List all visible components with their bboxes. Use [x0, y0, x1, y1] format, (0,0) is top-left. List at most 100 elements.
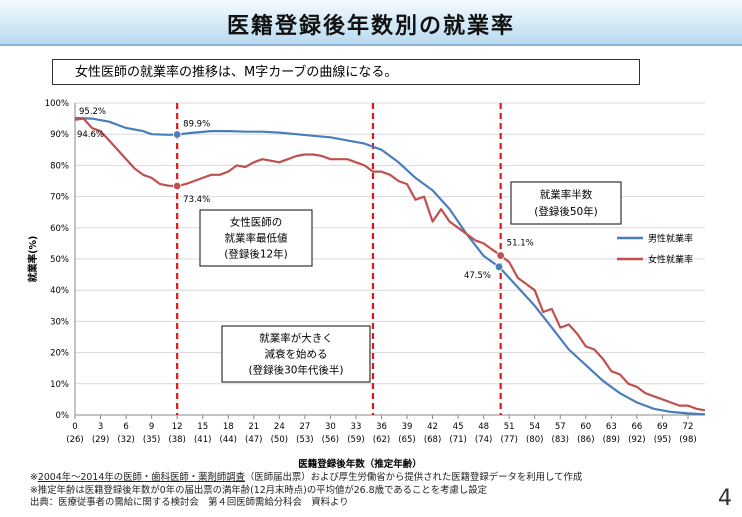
- x-tick-label: 12: [172, 422, 183, 432]
- x-tick-label: 21: [248, 422, 259, 432]
- annotation-text: 就業率半数: [540, 188, 593, 201]
- x-tick-label: 48: [478, 422, 489, 432]
- annotation-text: 女性医師の: [230, 216, 283, 229]
- y-tick-label: 40%: [50, 286, 69, 296]
- x-tick-age-label: (44): [220, 435, 237, 445]
- x-tick-age-label: (74): [475, 435, 492, 445]
- x-tick-label: 18: [223, 422, 234, 432]
- x-tick-label: 27: [299, 422, 310, 432]
- data-point-label: 94.6%: [77, 130, 104, 140]
- data-point-marker: [172, 181, 182, 191]
- x-tick-age-label: (47): [245, 435, 262, 445]
- x-tick-age-label: (68): [424, 435, 441, 445]
- x-tick-age-label: (62): [373, 435, 390, 445]
- x-tick-label: 6: [123, 422, 128, 432]
- x-tick-label: 57: [555, 422, 566, 432]
- data-point-marker: [496, 251, 505, 260]
- x-tick-label: 72: [683, 422, 694, 432]
- x-tick-age-label: (38): [168, 435, 185, 445]
- y-axis-title: 就業率(%): [27, 236, 39, 283]
- page-title: 医籍登録後年数別の就業率: [226, 14, 515, 39]
- data-point-label: 73.4%: [183, 195, 210, 205]
- annotation-box: [221, 325, 371, 383]
- data-point-marker: [494, 262, 504, 271]
- x-tick-age-label: (26): [66, 435, 83, 445]
- title-underline: [0, 44, 742, 46]
- x-tick-age-label: (53): [296, 435, 313, 445]
- annotation-text: (登録後30年代後半): [248, 364, 343, 377]
- x-tick-label: 69: [657, 422, 668, 432]
- x-tick-label: 42: [427, 422, 438, 432]
- footnote-3: 出典：医療従事者の需給に関する検討会 第４回医師需給分科会 資料より: [30, 497, 349, 508]
- annotation-text: 就業率最低値: [225, 232, 288, 245]
- x-tick-label: 0: [72, 422, 77, 432]
- legend-label: 男性就業率: [648, 233, 693, 245]
- x-tick-label: 54: [529, 422, 540, 432]
- annotation-box: [199, 209, 313, 267]
- x-tick-age-label: (41): [194, 435, 211, 445]
- x-tick-label: 15: [197, 422, 208, 432]
- page-number: 4: [718, 486, 732, 511]
- series-line: [74, 116, 706, 416]
- x-tick-label: 51: [504, 422, 515, 432]
- footnote-1-prefix: ※: [30, 472, 38, 483]
- x-tick-age-label: (71): [449, 435, 466, 445]
- x-tick-age-label: (92): [628, 435, 645, 445]
- data-point-marker: [172, 130, 182, 139]
- x-tick-age-label: (98): [679, 435, 696, 445]
- y-tick-label: 0%: [56, 411, 70, 421]
- legend-label: 女性就業率: [648, 254, 693, 266]
- footnote-1-source: 2004年～2014年の医師・歯科医師・薬剤師調査: [37, 472, 245, 483]
- x-tick-label: 30: [325, 422, 336, 432]
- x-tick-age-label: (29): [92, 435, 109, 445]
- footnotes: ※2004年～2014年の医師・歯科医師・薬剤師調査（医師届出票）および厚生労働…: [30, 472, 582, 510]
- y-tick-label: 60%: [50, 224, 69, 234]
- x-tick-label: 3: [98, 422, 103, 432]
- annotation-box: [510, 181, 622, 225]
- x-tick-label: 36: [376, 422, 387, 432]
- x-tick-label: 66: [631, 422, 642, 432]
- footnote-1-rest: （医師届出票）および厚生労働省から提供された医籍登録データを利用して作成: [244, 472, 583, 483]
- y-tick-label: 80%: [50, 161, 69, 171]
- x-tick-label: 9: [149, 422, 154, 432]
- x-tick-label: 24: [274, 422, 285, 432]
- x-tick-age-label: (65): [398, 435, 415, 445]
- footnote-2: ※推定年齢は医籍登録後年数が0年の届出票の満年齢(12月末時点)の平均値が26.…: [30, 484, 487, 496]
- subtitle-text: 女性医師の就業率の推移は、M字カーブの曲線になる。: [75, 65, 398, 80]
- x-tick-age-label: (95): [654, 435, 671, 445]
- y-tick-label: 30%: [50, 317, 69, 327]
- y-tick-label: 20%: [50, 349, 69, 359]
- title-band: [0, 0, 742, 46]
- x-tick-age-label: (59): [347, 435, 364, 445]
- footnote-1: ※2004年～2014年の医師・歯科医師・薬剤師調査（医師届出票）および厚生労働…: [30, 472, 582, 485]
- x-tick-age-label: (80): [526, 435, 543, 445]
- data-point-label: 95.2%: [79, 107, 106, 117]
- subtitle-box: 女性医師の就業率の推移は、M字カーブの曲線になる。: [52, 59, 640, 85]
- y-tick-label: 10%: [50, 380, 69, 390]
- x-tick-label: 33: [351, 422, 362, 432]
- x-tick-age-label: (86): [577, 435, 594, 445]
- x-tick-age-label: (83): [552, 435, 569, 445]
- x-tick-age-label: (89): [603, 435, 620, 445]
- x-tick-label: 45: [453, 422, 464, 432]
- x-tick-label: 39: [402, 422, 413, 432]
- x-tick-age-label: (35): [143, 435, 160, 445]
- x-tick-label: 63: [606, 422, 617, 432]
- x-tick-age-label: (56): [322, 435, 339, 445]
- annotation-text: 減衰を始める: [265, 348, 328, 361]
- x-tick-label: 60: [580, 422, 591, 432]
- series-line: [74, 117, 706, 412]
- y-tick-label: 90%: [50, 130, 69, 140]
- x-tick-age-label: (77): [500, 435, 517, 445]
- y-tick-label: 100%: [45, 99, 69, 109]
- data-point-label: 89.9%: [183, 120, 210, 130]
- x-tick-age-label: (50): [271, 435, 288, 445]
- data-point-label: 51.1%: [507, 239, 534, 249]
- data-point-label: 47.5%: [464, 271, 491, 281]
- y-tick-label: 50%: [50, 255, 69, 265]
- annotation-text: (登録後12年): [224, 248, 288, 261]
- annotation-text: (登録後50年): [534, 205, 598, 218]
- y-tick-label: 70%: [50, 193, 69, 203]
- x-tick-age-label: (32): [117, 435, 134, 445]
